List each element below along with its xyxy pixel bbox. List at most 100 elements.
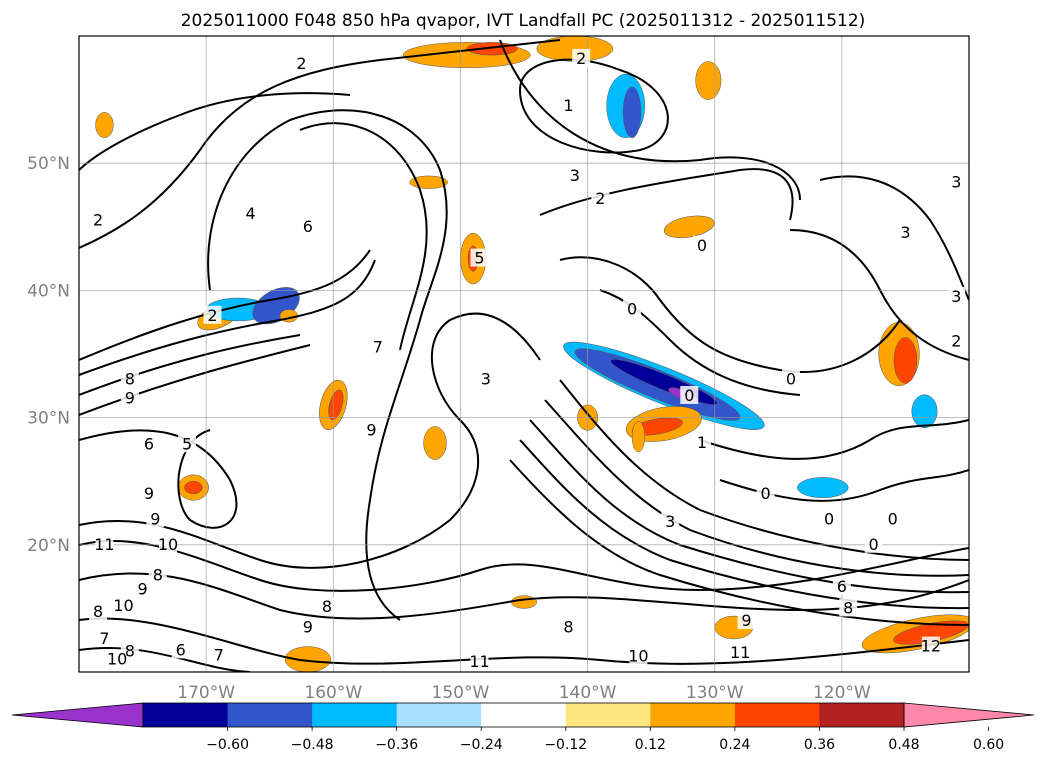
contour-label-bg bbox=[693, 235, 711, 254]
shaded-region bbox=[184, 480, 203, 495]
x-axis-ticks: 170°W 160°W 150°W 140°W 130°W 120°W bbox=[177, 683, 871, 703]
contour-label: 7 bbox=[373, 338, 383, 357]
contour-label: 10 bbox=[107, 649, 127, 668]
contour-label-bg bbox=[693, 433, 711, 452]
contour-label-bg bbox=[120, 369, 139, 388]
contour-label-bg bbox=[139, 483, 158, 502]
contour-line bbox=[79, 259, 376, 376]
contour-label: 0 bbox=[760, 484, 770, 503]
colorbar-bin bbox=[312, 703, 398, 727]
shaded-region bbox=[328, 389, 344, 420]
colorbar: −0.60 −0.48 −0.36 −0.24 −0.12 0.12 0.24 0.36 0.4… bbox=[11, 702, 1035, 753]
contour-label: 6 bbox=[837, 577, 847, 596]
colorbar-frame bbox=[142, 702, 905, 728]
contour-label: 6 bbox=[303, 217, 313, 236]
contour-label-bg bbox=[203, 305, 222, 324]
contour-line bbox=[499, 39, 801, 201]
contour-label-bg bbox=[146, 509, 165, 528]
contour-label-bg bbox=[820, 509, 839, 528]
contour-label-bg bbox=[896, 223, 915, 242]
contour-label-bg bbox=[470, 248, 489, 267]
contour-label-bg bbox=[572, 48, 591, 67]
contour-label-bg bbox=[832, 576, 851, 595]
contour-label: 9 bbox=[144, 484, 154, 503]
x-tick-label: 130°W bbox=[686, 683, 744, 703]
contour-label-bg bbox=[317, 597, 336, 616]
contour-label-bg bbox=[120, 388, 139, 407]
contour-label: 0 bbox=[627, 299, 637, 318]
contour-label: 0 bbox=[888, 509, 898, 528]
contour-label: 2 bbox=[951, 331, 961, 350]
contour-line bbox=[299, 122, 428, 351]
contour-label-bg bbox=[139, 434, 158, 453]
shaded-region bbox=[911, 394, 938, 429]
contour-label: 1 bbox=[563, 96, 573, 115]
contour-label-bg bbox=[661, 511, 680, 530]
colorbar-tick-label: 0.12 bbox=[635, 737, 666, 753]
contour-label-bg bbox=[921, 636, 940, 655]
shaded-region bbox=[631, 421, 646, 453]
contour-line bbox=[207, 109, 448, 621]
contour-label-bg bbox=[178, 434, 197, 453]
contour-label: 12 bbox=[921, 637, 941, 656]
contour-label: 8 bbox=[563, 617, 573, 636]
contour-label: 1 bbox=[697, 433, 707, 452]
contour-label: 4 bbox=[246, 204, 256, 223]
contour-label: 2 bbox=[595, 189, 605, 208]
contour-label: 7 bbox=[214, 645, 224, 664]
contour-label: 0 bbox=[824, 509, 834, 528]
contour-label-bg bbox=[470, 651, 489, 670]
colorbar-tick-label: 0.48 bbox=[888, 737, 919, 753]
contour-label: 3 bbox=[951, 287, 961, 306]
colorbar-tick-label: 0.24 bbox=[719, 737, 750, 753]
contour-label: 10 bbox=[628, 647, 648, 666]
chart-title: 2025011000 F048 850 hPa qvapor, IVT Land… bbox=[181, 11, 866, 31]
contour-label: 0 bbox=[684, 386, 694, 405]
x-tick-label: 160°W bbox=[304, 683, 362, 703]
contour-label: 0 bbox=[697, 236, 707, 255]
contour-line bbox=[544, 399, 969, 577]
contour-label-bg bbox=[565, 165, 584, 184]
contour-line bbox=[79, 249, 371, 361]
colorbar-extend-high bbox=[903, 702, 1035, 728]
contour-line bbox=[559, 256, 901, 373]
contour-label: 5 bbox=[474, 249, 484, 268]
contour-label-bg bbox=[89, 210, 108, 229]
contour-label-bg bbox=[864, 534, 883, 553]
contour-label-bg bbox=[839, 598, 858, 617]
contour-label: 11 bbox=[730, 643, 750, 662]
contour-label: 10 bbox=[113, 596, 133, 615]
colorbar-tick-label: 0.60 bbox=[973, 737, 1004, 753]
colorbar-tick-label: −0.36 bbox=[375, 737, 418, 753]
shaded-region bbox=[423, 426, 447, 460]
x-tick-label: 150°W bbox=[432, 683, 490, 703]
contour-label-bg bbox=[680, 385, 699, 404]
contour-label: 2 bbox=[207, 306, 217, 325]
contour-label: 2 bbox=[576, 49, 586, 68]
contour-line bbox=[819, 175, 969, 301]
contour-line bbox=[79, 540, 969, 592]
contour-label-bg bbox=[133, 579, 152, 598]
contour-label: 0 bbox=[786, 369, 796, 388]
colorbar-tick-label: 0.36 bbox=[804, 737, 835, 753]
y-tick-label: 40°N bbox=[27, 281, 70, 301]
x-tick-label: 120°W bbox=[813, 683, 871, 703]
contour-label: 7 bbox=[99, 629, 109, 648]
contour-label: 2 bbox=[93, 210, 103, 229]
shaded-regions bbox=[95, 36, 969, 672]
contour-label-bg bbox=[591, 188, 610, 207]
colorbar-tick-label: −0.60 bbox=[206, 737, 249, 753]
contour-label-bg bbox=[476, 369, 495, 388]
contour-label: 2 bbox=[296, 54, 306, 73]
y-tick-label: 30°N bbox=[27, 409, 70, 429]
contour-label-bg bbox=[559, 617, 578, 636]
shaded-region bbox=[797, 477, 849, 498]
contour-label: 8 bbox=[125, 369, 135, 388]
contour-label: 11 bbox=[94, 535, 114, 554]
contour-label-bg bbox=[368, 337, 387, 356]
colorbar-bin bbox=[227, 703, 313, 727]
y-axis-ticks: 20°N 30°N 40°N 50°N bbox=[27, 154, 70, 556]
contour-label: 6 bbox=[176, 640, 186, 659]
contour-label-bg bbox=[947, 286, 966, 305]
contour-label: 3 bbox=[481, 369, 491, 388]
